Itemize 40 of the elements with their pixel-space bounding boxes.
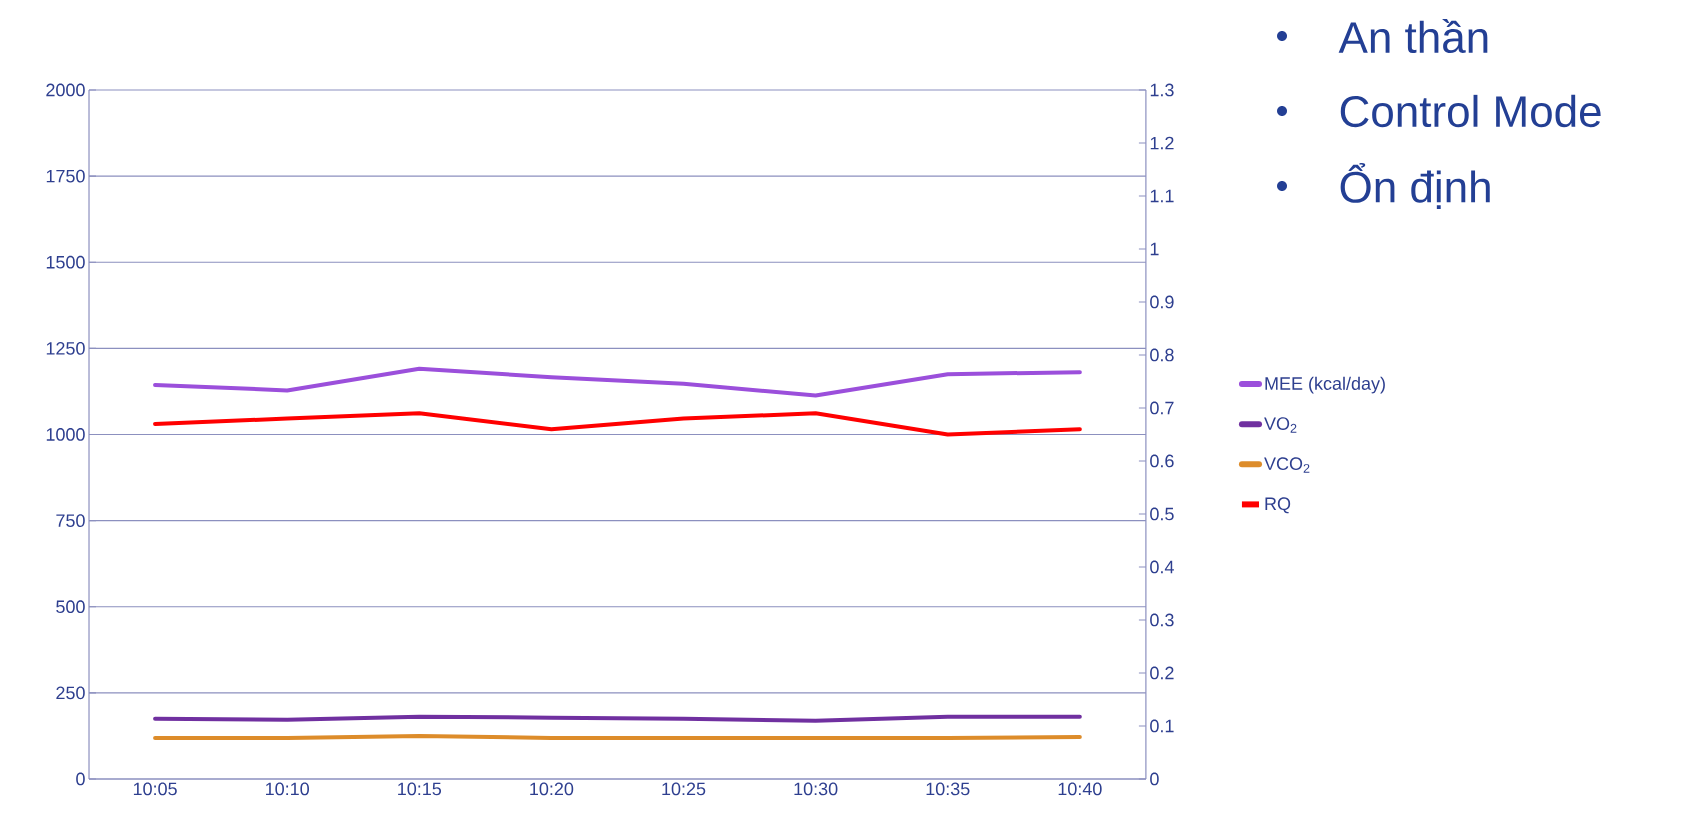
x-tick-label: 10:15 xyxy=(398,782,442,796)
y2-tick-label: 0 xyxy=(1150,772,1159,786)
y-tick-label: 250 xyxy=(56,686,85,700)
text: An thần xyxy=(1338,18,1488,54)
x-tick-label: 10:30 xyxy=(794,782,838,796)
y-tick-label: 1750 xyxy=(46,169,85,183)
y2-tick-label: 0.2 xyxy=(1150,666,1174,680)
line-series xyxy=(153,411,1082,437)
y2-tick-label: 0.9 xyxy=(1150,295,1174,309)
y2-tick-label: 0.3 xyxy=(1150,613,1174,627)
y2-tick-label: 1.1 xyxy=(1150,189,1174,203)
y2-tick-label: 1.2 xyxy=(1150,136,1174,150)
y-tick-label: 1250 xyxy=(46,341,85,355)
y2-tick-label: 0.4 xyxy=(1150,560,1174,574)
y-tick-label: 500 xyxy=(56,600,85,614)
y-tick-label: 750 xyxy=(56,514,85,527)
y-tick-label: 1000 xyxy=(46,428,85,441)
y2-tick-label: 0.6 xyxy=(1150,454,1174,468)
text: Control Mode xyxy=(1340,94,1601,128)
y2-tick-label: 1.3 xyxy=(1150,83,1174,97)
x-tick-label: 10:35 xyxy=(926,782,970,796)
y2-tick-label: 1 xyxy=(1150,242,1159,256)
y-tick-label: 0 xyxy=(76,772,85,786)
x-tick-label: 10:20 xyxy=(530,782,574,796)
y-tick-label: 1500 xyxy=(46,255,85,269)
legend-label: VCO$_{2}$ xyxy=(1264,457,1310,473)
text: Ổn định xyxy=(1340,162,1490,210)
legend-label: RQ xyxy=(1265,497,1291,514)
line-series xyxy=(153,366,1082,398)
x-tick-label: 10:05 xyxy=(133,782,177,796)
y2-tick-label: 0.5 xyxy=(1150,507,1174,521)
y-tick-label: 2000 xyxy=(46,83,85,97)
y2-tick-label: 0.1 xyxy=(1150,719,1174,733)
x-tick-label: 10:40 xyxy=(1058,782,1102,796)
y2-tick-label: 0.8 xyxy=(1150,348,1174,362)
x-tick-label: 10:10 xyxy=(266,782,309,796)
legend-label: MEE (kcal/day) xyxy=(1265,376,1385,394)
y2-tick-label: 0.7 xyxy=(1150,401,1174,415)
x-tick-label: 10:25 xyxy=(662,782,706,796)
legend-label: VO$_{2}$ xyxy=(1264,417,1297,433)
